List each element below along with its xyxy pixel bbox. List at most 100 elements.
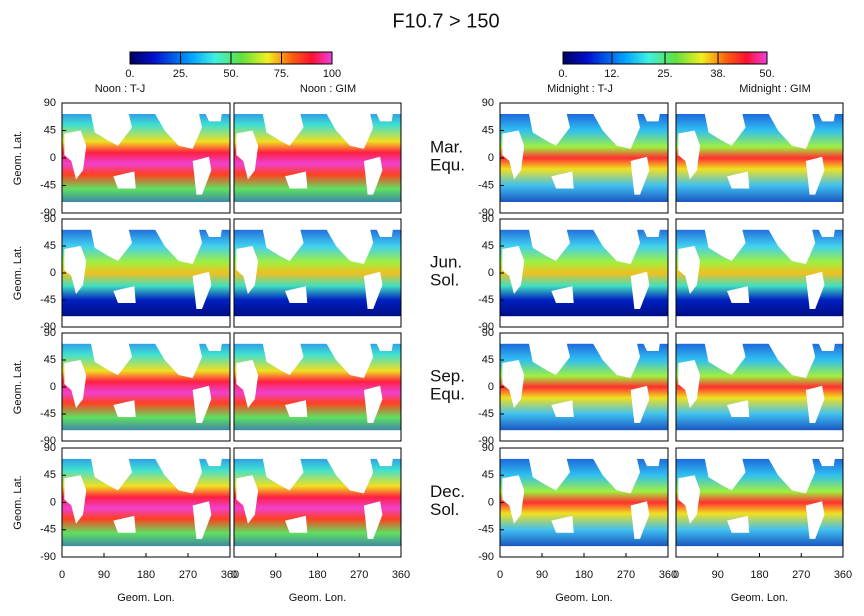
colorbar-tick-label: 38. <box>710 68 725 80</box>
row-label: Jun. <box>430 252 462 271</box>
y-tick-label: -45 <box>478 179 494 191</box>
figure-title: F10.7 > 150 <box>392 10 499 32</box>
y-tick-label: 45 <box>482 240 494 252</box>
map-field <box>676 333 843 441</box>
x-tick-label: 270 <box>350 569 368 581</box>
map-field <box>234 103 401 213</box>
y-tick-label: -90 <box>478 207 494 219</box>
y-tick-label: -90 <box>478 321 494 333</box>
row-label: Mar. <box>430 137 463 156</box>
column-label: Noon : GIM <box>300 83 356 95</box>
x-axis-label: Geom. Lon. <box>555 592 612 604</box>
row-label: Dec. <box>430 482 465 501</box>
row-label: Equ. <box>430 384 465 403</box>
column-label: Midnight : GIM <box>739 83 811 95</box>
y-tick-label: -45 <box>478 524 494 536</box>
y-tick-label: 90 <box>44 327 56 339</box>
y-tick-label: -45 <box>40 524 56 536</box>
y-tick-label: 90 <box>482 442 494 454</box>
column-label: Midnight : T-J <box>547 83 613 95</box>
x-tick-label: 180 <box>137 569 155 581</box>
x-tick-label: 0 <box>231 569 237 581</box>
colorbar-tick-label: 50. <box>759 68 774 80</box>
panel-frame <box>675 218 844 328</box>
y-tick-label: 45 <box>44 124 56 136</box>
y-axis-label: Geom. Lat. <box>12 131 24 185</box>
y-tick-label: 90 <box>482 97 494 109</box>
y-tick-label: 0 <box>488 267 494 279</box>
colorbar-tick-label: 100 <box>323 68 341 80</box>
map-field <box>676 448 843 557</box>
colorbar-tick-label: 25. <box>173 68 188 80</box>
y-tick-label: 0 <box>488 381 494 393</box>
y-tick-label: 0 <box>50 381 56 393</box>
x-tick-label: 0 <box>59 569 65 581</box>
x-axis-label: Geom. Lon. <box>731 592 788 604</box>
y-tick-label: 90 <box>44 97 56 109</box>
colorbar-tick-label: 25. <box>657 68 672 80</box>
y-tick-label: 0 <box>50 152 56 164</box>
colorbar-tick-label: 0. <box>558 68 567 80</box>
map-field <box>62 103 230 213</box>
x-tick-label: 180 <box>575 569 593 581</box>
panel-frame <box>233 102 402 214</box>
y-tick-label: -90 <box>40 435 56 447</box>
x-tick-label: 360 <box>392 569 410 581</box>
row-label: Sol. <box>430 500 459 519</box>
column-label: Noon : T-J <box>95 83 146 95</box>
x-tick-label: 0 <box>497 569 503 581</box>
y-tick-label: 45 <box>44 354 56 366</box>
y-tick-label: -90 <box>40 551 56 563</box>
y-tick-label: -90 <box>478 435 494 447</box>
y-axis-label: Geom. Lat. <box>12 475 24 529</box>
y-axis-label: Geom. Lat. <box>12 360 24 414</box>
y-tick-label: 0 <box>488 496 494 508</box>
y-tick-label: -90 <box>478 551 494 563</box>
x-axis-label: Geom. Lon. <box>289 592 346 604</box>
y-tick-label: 90 <box>44 442 56 454</box>
y-tick-label: 45 <box>482 124 494 136</box>
panel-frame <box>233 332 402 442</box>
row-label: Equ. <box>430 155 465 174</box>
y-tick-label: 90 <box>482 213 494 225</box>
row-label: Sep. <box>430 366 465 385</box>
y-tick-label: 0 <box>488 152 494 164</box>
colorbar-tick-label: 75. <box>274 68 289 80</box>
x-tick-label: 90 <box>712 569 724 581</box>
y-tick-label: 45 <box>482 469 494 481</box>
y-tick-label: -45 <box>478 294 494 306</box>
colorbar-tick-label: 0. <box>125 68 134 80</box>
y-tick-label: 45 <box>44 240 56 252</box>
x-tick-label: 270 <box>179 569 197 581</box>
x-tick-label: 90 <box>98 569 110 581</box>
x-tick-label: 90 <box>536 569 548 581</box>
x-tick-label: 180 <box>750 569 768 581</box>
y-tick-label: 45 <box>44 469 56 481</box>
x-tick-label: 180 <box>308 569 326 581</box>
map-field <box>676 219 843 327</box>
colorbar-tick-label: 50. <box>223 68 238 80</box>
panel-frame <box>675 332 844 442</box>
x-tick-label: 90 <box>270 569 282 581</box>
y-tick-label: -90 <box>40 321 56 333</box>
x-tick-label: 360 <box>834 569 852 581</box>
panel-frame <box>233 218 402 328</box>
x-tick-label: 360 <box>221 569 239 581</box>
x-axis-label: Geom. Lon. <box>117 592 174 604</box>
x-tick-label: 270 <box>617 569 635 581</box>
y-tick-label: -45 <box>478 408 494 420</box>
y-tick-label: 90 <box>44 213 56 225</box>
y-tick-label: 0 <box>50 496 56 508</box>
y-tick-label: -45 <box>40 408 56 420</box>
row-label: Sol. <box>430 270 459 289</box>
y-tick-label: -90 <box>40 207 56 219</box>
map-field <box>500 103 668 213</box>
y-tick-label: 45 <box>482 354 494 366</box>
panel-frame <box>675 102 844 214</box>
colorbar-tick-label: 12. <box>604 68 619 80</box>
y-tick-label: -45 <box>40 179 56 191</box>
y-axis-label: Geom. Lat. <box>12 246 24 300</box>
map-field <box>676 103 843 213</box>
x-tick-label: 270 <box>792 569 810 581</box>
